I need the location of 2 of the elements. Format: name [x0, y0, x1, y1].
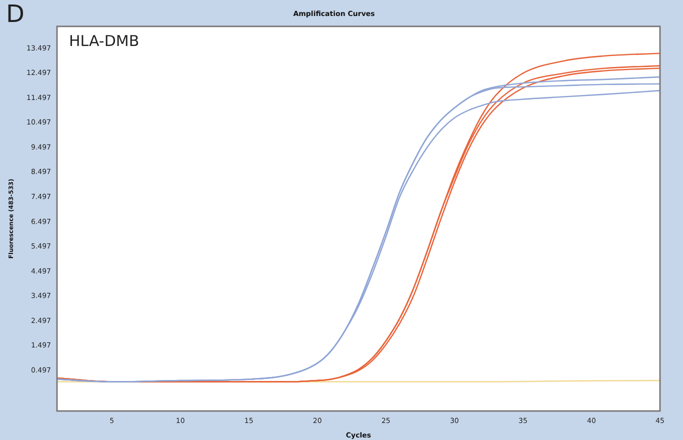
annotation: HLA-DMB: [69, 32, 140, 50]
text: D: [6, 0, 24, 28]
